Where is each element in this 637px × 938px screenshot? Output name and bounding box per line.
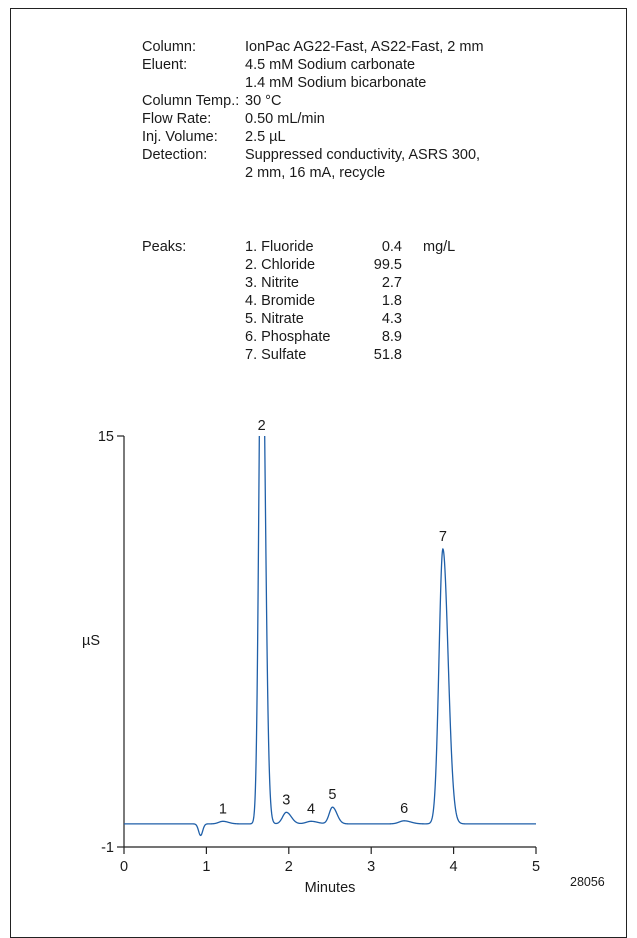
y-tick-label: 15 [98, 429, 114, 445]
condition-value: 2.5 µL [245, 129, 286, 145]
condition-label: Inj. Volume: [142, 129, 218, 145]
condition-value: 2 mm, 16 mA, recycle [245, 165, 386, 181]
chromatogram-trace [124, 436, 536, 837]
x-tick-label: 4 [450, 859, 458, 875]
x-tick-label: 3 [367, 859, 375, 875]
peak-label: 5 [328, 787, 336, 803]
peak-name: 3. Nitrite [245, 275, 299, 291]
peak-name: 7. Sulfate [245, 347, 307, 363]
peak-conc: 8.9 [381, 329, 402, 345]
figure-id: 28056 [570, 875, 605, 889]
condition-value: IonPac AG22-Fast, AS22-Fast, 2 mm [245, 39, 484, 55]
peak-conc: 4.3 [381, 311, 402, 327]
x-tick-label: 2 [285, 859, 293, 875]
condition-value: 0.50 mL/min [245, 111, 325, 127]
x-axis-label: Minutes [305, 880, 356, 896]
peak-name: 4. Bromide [245, 293, 316, 309]
peak-name: 2. Chloride [245, 257, 316, 273]
x-tick-label: 5 [532, 859, 540, 875]
peak-conc: 99.5 [373, 257, 402, 273]
peak-name: 1. Fluoride [245, 239, 314, 255]
peak-label: 6 [400, 801, 408, 817]
peak-conc: 51.8 [373, 347, 402, 363]
peak-conc: 2.7 [381, 275, 402, 291]
x-tick-label: 1 [202, 859, 210, 875]
peak-conc: 1.8 [381, 293, 402, 309]
condition-label: Detection: [142, 147, 208, 163]
peak-label: 3 [282, 792, 290, 808]
peak-name: 6. Phosphate [245, 329, 331, 345]
peaks-label: Peaks: [142, 239, 187, 255]
peak-name: 5. Nitrate [245, 311, 304, 327]
peak-label: 2 [258, 418, 266, 434]
condition-value: 1.4 mM Sodium bicarbonate [245, 75, 427, 91]
peak-label: 1 [219, 801, 227, 817]
condition-label: Eluent: [142, 57, 188, 73]
condition-value: 4.5 mM Sodium carbonate [245, 57, 416, 73]
y-tick-label: -1 [101, 840, 114, 856]
condition-value: Suppressed conductivity, ASRS 300, [245, 147, 481, 163]
y-axis-label: µS [82, 633, 100, 649]
condition-label: Flow Rate: [142, 111, 212, 127]
peak-label: 4 [307, 801, 315, 817]
condition-label: Column Temp.: [142, 93, 240, 109]
peak-label: 7 [439, 529, 447, 545]
x-tick-label: 0 [120, 859, 128, 875]
condition-label: Column: [142, 39, 196, 55]
peak-conc: 0.4 [381, 239, 402, 255]
peaks-unit: mg/L [423, 239, 456, 255]
condition-value: 30 °C [245, 93, 282, 109]
